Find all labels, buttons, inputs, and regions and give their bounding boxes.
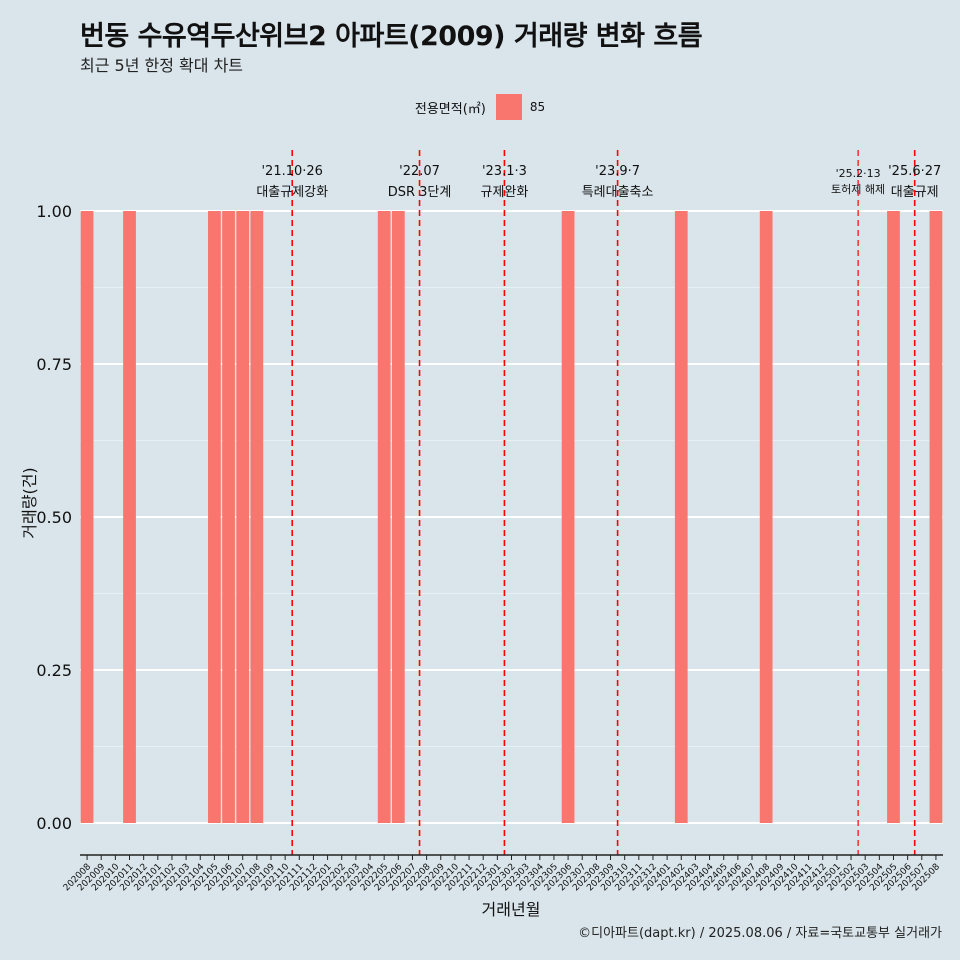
legend-key-85 [495,94,522,120]
event-label: 대출규제 [891,185,939,200]
chart-title: 번동 수유역두산위브2 아파트(2009) 거래량 변화 흐름 [80,21,703,52]
bar [208,211,221,823]
event-date-label: '25.6·27 [888,164,941,179]
bar [391,211,405,823]
y-tick-label: 1.00 [36,202,72,221]
bar [929,211,943,823]
event-label: 토허제 해제 [831,182,885,196]
legend: 전용면적(㎡) 85 [0,94,960,120]
y-axis-title: 거래량(건) [20,467,39,539]
y-tick-label: 0.00 [36,814,72,833]
x-axis-title: 거래년월 [481,900,541,919]
y-tick-label: 0.75 [36,355,72,374]
event-date-label: '22.07 [399,164,440,179]
bar [561,211,575,823]
bar [250,211,264,823]
event-label: DSR 3단계 [388,185,452,200]
legend-title: 전용면적(㎡) [414,101,486,117]
source-caption: ©디아파트(dapt.kr) / 2025.08.06 / 자료=국토교통부 실… [578,926,942,941]
event-date-label: '23.1·3 [482,164,527,179]
y-tick-label: 0.25 [36,661,72,680]
event-label: 규제완화 [481,185,529,200]
event-date-label: '25.2·13 [836,167,881,180]
bar [759,211,773,823]
bar [674,211,688,823]
event-date-label: '21.10·26 [261,164,322,179]
y-tick-label: 0.50 [36,508,72,527]
event-label: 대출규제강화 [256,185,328,200]
bar [377,211,391,823]
chart-subtitle: 최근 5년 한정 확대 차트 [80,56,244,75]
bar [222,211,235,823]
legend-label-85: 85 [529,100,546,114]
event-date-label: '23.9·7 [595,164,640,179]
event-label: 특례대출축소 [582,185,654,200]
bar [123,211,136,823]
bar [80,211,94,823]
bar [236,211,250,823]
bar [887,211,900,823]
